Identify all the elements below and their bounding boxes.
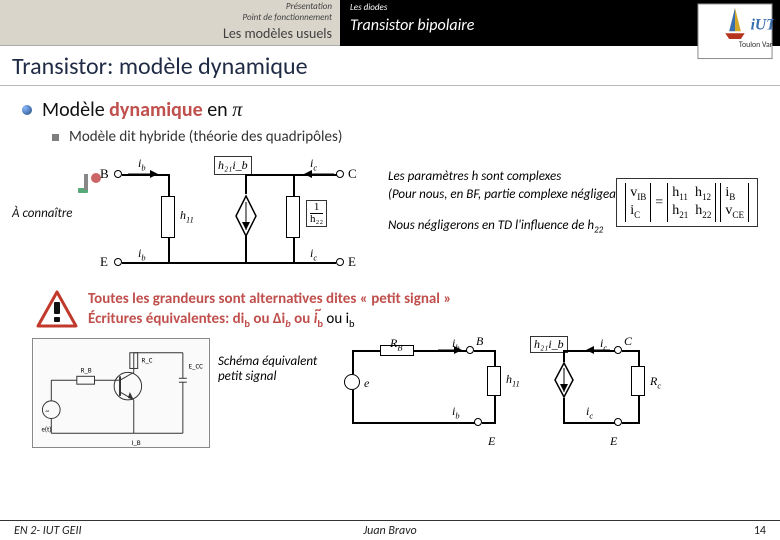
ccs-diamond-icon — [234, 194, 258, 238]
model-dyn: dynamique — [109, 98, 203, 122]
bullet-dot-icon — [22, 105, 32, 115]
h22-resistor — [286, 196, 300, 238]
node-E2: E — [348, 254, 356, 270]
h11-label: h11 — [180, 208, 194, 224]
header-left: Présentation Point de fonctionnement Les… — [0, 0, 340, 46]
square-bullet-icon — [52, 134, 59, 141]
iut-logo: iUT Toulon Var — [696, 2, 774, 60]
header-small-2: Point de fonctionnement — [8, 13, 332, 24]
source-e-icon — [344, 374, 360, 390]
footer-left: EN 2- IUT GEII — [14, 524, 82, 538]
node-E1: E — [100, 254, 108, 270]
one-over-h22: 1 h₂₂ — [306, 200, 327, 227]
h11-resistor — [161, 196, 175, 238]
sub-text: Modèle dit hybride (théorie des quadripô… — [69, 128, 342, 146]
svg-text:I_B: I_B — [132, 438, 141, 447]
svg-text:iUT: iUT — [751, 16, 774, 33]
bullet-model: Modèle dynamique en π — [22, 98, 762, 122]
schema-caption: Schéma équivalent petit signal — [218, 338, 330, 384]
header-left-main: Les modèles usuels — [8, 26, 332, 43]
a-connaitre: À connaître — [12, 206, 73, 221]
sub-bullet: Modèle dit hybride (théorie des quadripô… — [52, 128, 762, 146]
node-C: C — [348, 166, 357, 182]
circuit-schematic-icon: ~ e(t) R_B R_C E_CC I_B — [32, 338, 210, 448]
pi-symbol: π — [232, 99, 242, 121]
model-suffix: en — [203, 98, 233, 122]
footer-author: Juan Bravo — [363, 524, 416, 538]
svg-text:E_CC: E_CC — [189, 362, 203, 371]
h21ib-label: h₂₁i_b — [214, 156, 252, 175]
svg-text:Toulon Var: Toulon Var — [739, 41, 773, 50]
h-matrix: vIB iC = h11 h12 h21 h22 iB vCE — [616, 178, 758, 227]
small-signal-circuit: RB ib B ic C e h11 h₂₁i_b — [338, 338, 658, 456]
slide-footer: EN 2- IUT GEII Juan Bravo 14 — [0, 520, 780, 540]
svg-text:R_C: R_C — [142, 356, 153, 365]
node-B: B — [100, 166, 109, 182]
warning-text: Toutes les grandeurs sont alternatives d… — [88, 290, 451, 330]
slide-header: Présentation Point de fonctionnement Les… — [0, 0, 780, 46]
rb-resistor — [380, 345, 414, 356]
model-title: Modèle dynamique en π — [42, 98, 242, 122]
ccs-diamond-icon-2 — [554, 362, 574, 398]
h11-resistor-2 — [487, 366, 501, 396]
page-number: 14 — [754, 524, 766, 538]
svg-text:e(t): e(t) — [41, 424, 51, 433]
rc-resistor — [631, 366, 645, 396]
section-title: Transistor: modèle dynamique — [0, 46, 780, 86]
svg-text:~: ~ — [45, 408, 49, 417]
model-prefix: Modèle — [42, 98, 109, 122]
svg-text:R_B: R_B — [81, 366, 92, 375]
warning-icon — [36, 290, 78, 328]
hybrid-pi-circuit: B C E E h11 h₂₁i_b — [114, 158, 364, 278]
